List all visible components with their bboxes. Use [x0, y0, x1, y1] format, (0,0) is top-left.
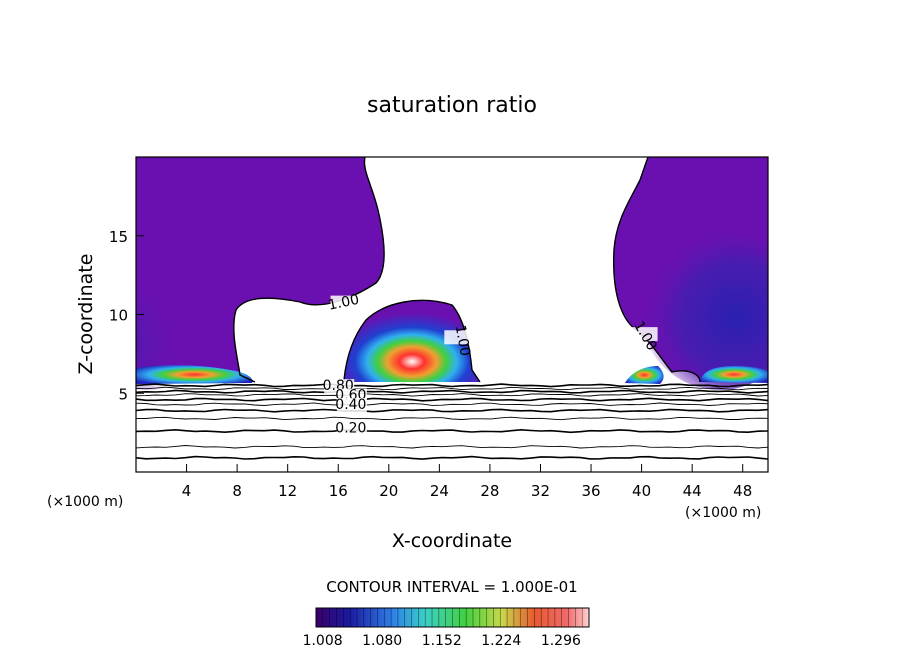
contour-label-6: 0.20 — [335, 421, 366, 437]
contour-line-3 — [136, 416, 768, 421]
y-tick-label-0: 5 — [118, 385, 128, 403]
contour-line-8 — [136, 389, 768, 394]
contour-label-bg-0 — [330, 295, 361, 310]
contour-line-10 — [136, 383, 768, 388]
colorbar-label-2: 1.152 — [422, 633, 462, 649]
contour-label-bg-1 — [444, 330, 475, 345]
x-axis: 4 8 12 16 20 24 28 32 36 40 44 48 — [182, 464, 752, 500]
x-tick-label-3: 16 — [329, 482, 348, 500]
contour-line-9 — [136, 386, 768, 391]
x-axis-label: X-coordinate — [392, 530, 512, 552]
contour-label-5: 0.40 — [335, 397, 366, 413]
colorbar-ticks — [322, 608, 583, 627]
contour-labels: 1.001.00 1.000.800.600.400.20 — [323, 292, 660, 437]
contour-interval: CONTOUR INTERVAL = 1.000E-01 — [326, 578, 577, 596]
blob-right — [700, 366, 768, 383]
x-tick-label-2: 12 — [278, 482, 297, 500]
contour-label-0: 1.00 — [327, 292, 361, 314]
x-tick-label-1: 8 — [232, 482, 242, 500]
x-tick-label-6: 28 — [480, 482, 499, 500]
colorbar-label-1: 1.080 — [362, 633, 402, 649]
x-tick-label-10: 44 — [683, 482, 702, 500]
contour-label-bg-5 — [336, 398, 367, 412]
chart-title: saturation ratio — [367, 93, 537, 118]
blob-right-small — [625, 366, 664, 384]
contour-label-bg-2 — [627, 327, 658, 342]
contour-line-7 — [136, 393, 768, 397]
x-tick-label-5: 24 — [430, 482, 449, 500]
contour-line-2 — [136, 428, 768, 434]
plot-area — [136, 157, 768, 472]
region-mid — [344, 300, 480, 382]
contour-line-4 — [136, 408, 768, 413]
x-unit-left: (×1000 m) — [47, 494, 123, 510]
colorbar-tick-labels: 1.008 1.080 1.152 1.224 1.296 — [303, 633, 581, 649]
contour-1-00-right — [612, 157, 701, 383]
contour-line-0 — [136, 455, 768, 460]
contour-line-6 — [136, 397, 768, 402]
x-tick-label-0: 4 — [182, 482, 192, 500]
x-unit-right: (×1000 m) — [685, 505, 761, 521]
x-tick-label-4: 20 — [379, 482, 398, 500]
blob-left — [136, 365, 253, 384]
contour-label-1: 1.00 — [452, 324, 473, 357]
y-tick-label-2: 15 — [109, 228, 128, 246]
x-tick-label-8: 36 — [581, 482, 600, 500]
y-axis: 5 10 15 — [109, 228, 144, 403]
y-tick-label-1: 10 — [109, 307, 128, 325]
colorbar-label-3: 1.224 — [481, 633, 521, 649]
contour-line-5 — [136, 402, 768, 406]
x-tick-label-11: 48 — [733, 482, 752, 500]
x-tick-label-7: 32 — [531, 482, 550, 500]
colorbar-label-0: 1.008 — [303, 633, 343, 649]
contour-lines — [136, 383, 768, 460]
contour-label-bg-6 — [336, 421, 367, 436]
halo-right — [640, 230, 768, 390]
contour-1-00-left — [233, 157, 385, 383]
contour-line-1 — [136, 445, 768, 449]
halo-left — [136, 270, 210, 390]
colorbar-label-4: 1.296 — [541, 633, 581, 649]
x-tick-label-9: 40 — [632, 482, 651, 500]
y-axis-label: Z-coordinate — [75, 254, 97, 375]
